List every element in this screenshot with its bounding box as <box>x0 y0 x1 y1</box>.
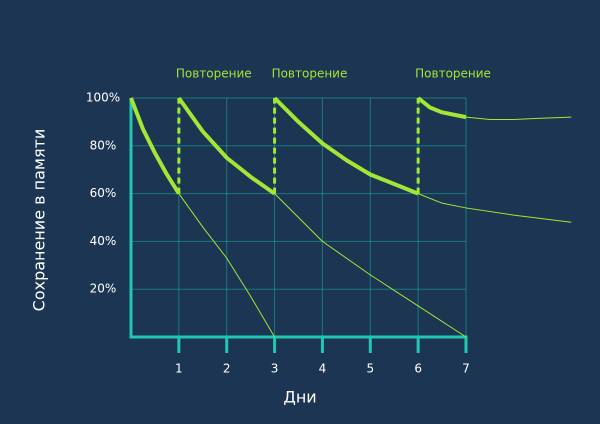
line-thin <box>465 116 572 121</box>
y-tick-label: 80% <box>90 138 117 152</box>
x-tick-label: 2 <box>223 362 231 376</box>
line-thick <box>177 96 276 196</box>
x-tick-label: 4 <box>319 362 327 376</box>
y-axis-label: Сохранение в памяти <box>30 129 49 312</box>
line-thin <box>178 193 276 338</box>
annotation: Повторение <box>415 67 491 81</box>
y-tick-label: 60% <box>90 186 117 200</box>
line-thin <box>417 193 572 223</box>
annotation: Повторение <box>272 67 348 81</box>
y-tick-label: 40% <box>90 234 117 248</box>
y-tick-label: 20% <box>90 282 117 296</box>
x-tick-label: 3 <box>271 362 279 376</box>
annotation: Повторение <box>176 67 252 81</box>
x-tick-label: 7 <box>462 362 470 376</box>
x-axis-label: Дни <box>283 388 316 407</box>
x-tick-label: 1 <box>175 362 183 376</box>
x-tick-label: 5 <box>366 362 374 376</box>
line-thick <box>129 97 181 195</box>
line-thin <box>274 193 467 338</box>
line-thick <box>416 96 467 120</box>
line-thick <box>273 96 419 196</box>
y-tick-label: 100% <box>86 91 120 105</box>
x-tick-label: 6 <box>414 362 422 376</box>
